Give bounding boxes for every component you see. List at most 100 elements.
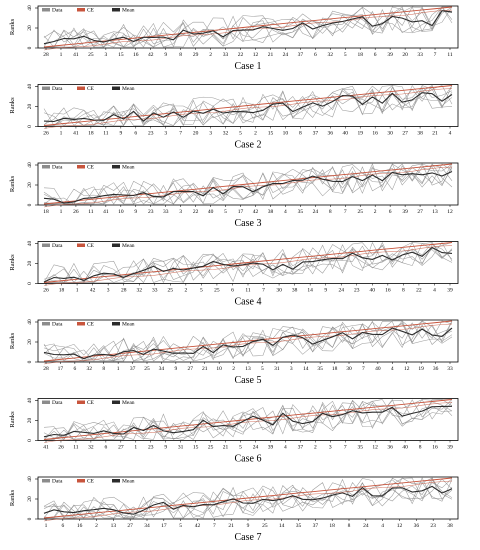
x-tick-label: 6 — [104, 445, 107, 451]
legend-label: CE — [87, 479, 95, 485]
x-tick-label: 22 — [416, 288, 422, 294]
x-tick-label: 3 — [179, 209, 182, 215]
x-tick-label: 39 — [447, 288, 453, 294]
x-tick-label: 26 — [43, 288, 49, 294]
x-tick-label: 2 — [254, 131, 257, 137]
x-tick-label: 27 — [188, 366, 194, 372]
x-tick-label: 8 — [402, 288, 405, 294]
x-tick-label: 25 — [214, 288, 220, 294]
x-tick-label: 1 — [117, 366, 120, 372]
legend-label: Data — [52, 243, 63, 249]
x-tick-label: 22 — [238, 52, 244, 58]
x-tick-label: 36 — [433, 366, 439, 372]
x-tick-label: 30 — [346, 366, 352, 372]
x-tick-label: 11 — [88, 209, 94, 215]
x-tick-label: 21 — [228, 523, 234, 529]
x-tick-label: 21 — [202, 366, 208, 372]
x-tick-label: 18 — [43, 209, 49, 215]
ce-series-line — [43, 399, 453, 440]
x-tick-label: 29 — [193, 52, 199, 58]
x-tick-label: 7 — [434, 52, 437, 58]
legend-swatch — [77, 165, 85, 169]
x-tick-label: 28 — [43, 52, 49, 58]
y-tick-label: 20 — [27, 339, 33, 345]
x-tick-label: 18 — [329, 523, 335, 529]
x-tick-label: 33 — [152, 288, 158, 294]
x-tick-label: 4 — [284, 445, 287, 451]
mean-series-line — [43, 10, 453, 45]
data-series-line-7 — [43, 6, 452, 48]
x-tick-label: 24 — [253, 445, 259, 451]
mean-series-line — [43, 170, 453, 204]
x-tick-label: 1 — [60, 209, 63, 215]
x-tick-label: 3 — [290, 366, 293, 372]
x-tick-label: 2 — [232, 366, 235, 372]
plot-frame — [37, 84, 459, 127]
x-tick-label: 9 — [174, 366, 177, 372]
x-tick-label: 7 — [344, 445, 347, 451]
mean-series-line — [43, 327, 453, 360]
ce-series-line — [43, 320, 453, 362]
x-tick-label: 33 — [417, 52, 423, 58]
y-tick-label: 20 — [27, 418, 33, 424]
x-tick-label: 7 — [362, 366, 365, 372]
x-tick-label: 26 — [43, 131, 49, 137]
x-tick-label: 17 — [58, 366, 64, 372]
legend: Data CE Mean — [42, 400, 135, 406]
x-tick-label: 33 — [447, 366, 453, 372]
x-tick-label: 25 — [357, 209, 363, 215]
x-tick-label: 40 — [343, 131, 349, 137]
data-series-line-7 — [43, 400, 453, 440]
x-tick-label: 10 — [216, 366, 222, 372]
data-series-line-2 — [44, 399, 453, 440]
data-series-line-1 — [43, 242, 453, 283]
legend-swatch — [42, 322, 50, 326]
x-tick-label: 15 — [268, 131, 274, 137]
x-tick-label: 37 — [313, 131, 319, 137]
x-tick-label: 5 — [224, 209, 227, 215]
x-tick-label: 41 — [73, 131, 79, 137]
legend-swatch — [42, 165, 50, 169]
y-tick-label: 40 — [27, 84, 33, 90]
x-tick-label: 8 — [102, 366, 105, 372]
x-tick-label: 38 — [292, 288, 298, 294]
y-tick-label: 0 — [27, 517, 33, 520]
x-tick-label: 21 — [432, 131, 438, 137]
x-tick-label: 28 — [121, 288, 127, 294]
y-tick-label: 0 — [27, 439, 33, 442]
chart-title: Case 5 — [235, 375, 262, 386]
x-tick-label: 3 — [209, 131, 212, 137]
x-tick-label: 2 — [314, 445, 317, 451]
x-tick-label: 13 — [245, 366, 251, 372]
x-tick-label: 23 — [148, 445, 154, 451]
x-tick-label: 41 — [103, 209, 109, 215]
data-series-line-4 — [44, 6, 452, 48]
legend-label: Mean — [122, 8, 135, 14]
x-tick-label: 32 — [223, 131, 229, 137]
legend-swatch — [112, 322, 120, 326]
x-tick-label: 4 — [449, 131, 452, 137]
x-tick-label: 1 — [60, 52, 63, 58]
x-tick-label: 39 — [402, 209, 408, 215]
legend-swatch — [42, 8, 50, 12]
chart-title: Case 2 — [235, 140, 262, 151]
x-tick-label: 11 — [245, 288, 251, 294]
x-tick-label: 31 — [178, 445, 184, 451]
x-tick-label: 25 — [208, 445, 214, 451]
y-tick-label: 40 — [27, 162, 33, 168]
x-tick-label: 8 — [329, 209, 332, 215]
x-tick-label: 7 — [179, 131, 182, 137]
chart-title: Case 3 — [235, 218, 262, 229]
x-tick-label: 32 — [87, 366, 93, 372]
x-tick-label: 8 — [299, 131, 302, 137]
x-tick-label: 33 — [223, 52, 229, 58]
legend-swatch — [112, 400, 120, 404]
x-tick-label: 13 — [111, 523, 117, 529]
x-tick-label: 9 — [164, 445, 167, 451]
x-tick-label: 41 — [43, 445, 49, 451]
plot-frame — [37, 162, 459, 206]
legend-label: CE — [87, 322, 95, 328]
